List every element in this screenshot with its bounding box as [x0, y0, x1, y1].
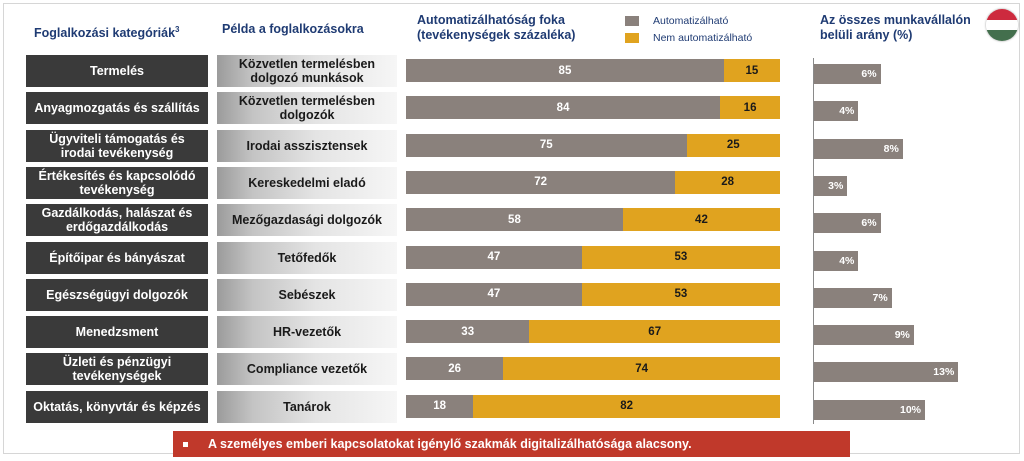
bar-segment-automatable: 58 [406, 208, 623, 232]
share-column-header: Az összes munkavállalón belüli arány (%) [820, 13, 971, 42]
chart-row: Építőipar és bányászat Tetőfedők 47 53 4% [0, 241, 1024, 274]
share-axis-line [813, 58, 814, 424]
legend-automatable: Automatizálható [625, 15, 728, 27]
bar-segment-automatable: 85 [406, 59, 724, 82]
bar-segment-not-automatable: 74 [503, 357, 780, 381]
category-label: Üzleti és pénzügyi tevékenységek [26, 353, 208, 386]
chart-row: Egészségügyi dolgozók Sebészek 47 53 7% [0, 278, 1024, 311]
category-label: Menedzsment [26, 316, 208, 349]
stacked-bar: 33 67 [406, 320, 780, 344]
share-bar: 6% [814, 213, 881, 234]
stacked-bar: 72 28 [406, 170, 780, 194]
bar-segment-not-automatable: 82 [473, 394, 780, 418]
bar-segment-automatable: 26 [406, 357, 504, 381]
stacked-bar: 47 53 [406, 245, 780, 269]
bar-segment-automatable: 72 [406, 170, 676, 194]
bar-segment-automatable: 47 [406, 245, 582, 269]
example-label: Compliance vezetők [217, 353, 397, 386]
share-bar: 13% [814, 362, 959, 383]
share-bar: 4% [814, 250, 859, 271]
share-bar: 7% [814, 287, 892, 308]
category-label: Gazdálkodás, halászat és erdőgazdálkodás [26, 204, 208, 237]
stacked-bar: 85 15 [406, 59, 780, 82]
example-label: Tetőfedők [217, 241, 397, 274]
chart-row: Értékesítés és kapcsolódó tevékenység Ker… [0, 166, 1024, 199]
category-label: Termelés [26, 55, 208, 87]
bar-segment-automatable: 84 [406, 96, 721, 120]
bar-segment-not-automatable: 53 [581, 245, 780, 269]
chart-row: Ügyviteli támogatás és irodai tevékenysé… [0, 129, 1024, 162]
bar-segment-not-automatable: 28 [675, 170, 780, 194]
chart-row: Menedzsment HR-vezetők 33 67 9% [0, 316, 1024, 349]
bar-segment-not-automatable: 25 [686, 133, 780, 157]
chart-row: Gazdálkodás, halászat és erdőgazdálkodás… [0, 204, 1024, 237]
hungary-flag-icon [986, 9, 1018, 41]
share-bar: 4% [814, 101, 859, 122]
automation-column-header: Automatizálhatóság foka (tevékenységek s… [417, 13, 576, 42]
bullet-icon [183, 441, 188, 447]
bar-segment-not-automatable: 53 [581, 282, 780, 306]
example-label: Közvetlen termelésben dolgozók [217, 92, 397, 125]
stacked-bar: 58 42 [406, 208, 780, 232]
category-label: Anyagmozgatás és szállítás [26, 92, 208, 125]
share-bar: 6% [814, 64, 881, 84]
chart-row: Üzleti és pénzügyi tevékenységek Complian… [0, 353, 1024, 386]
legend-not-automatable: Nem automatizálható [625, 32, 752, 44]
bar-segment-automatable: 75 [406, 133, 687, 157]
conclusion-banner: A személyes emberi kapcsolatokat igénylő… [173, 431, 850, 457]
bar-segment-automatable: 33 [406, 320, 530, 344]
example-label: HR-vezetők [217, 316, 397, 349]
stacked-bar: 84 16 [406, 96, 780, 120]
category-label: Értékesítés és kapcsolódó tevékenység [26, 166, 208, 199]
example-column-header: Példa a foglalkozásokra [222, 22, 364, 36]
legend-swatch-automatable [625, 16, 639, 26]
stacked-bar: 18 82 [406, 394, 780, 418]
example-label: Sebészek [217, 278, 397, 311]
share-bar: 3% [814, 175, 848, 196]
example-label: Irodai asszisztensek [217, 129, 397, 162]
category-label: Ügyviteli támogatás és irodai tevékenysé… [26, 129, 208, 162]
share-bar: 8% [814, 138, 903, 159]
category-label: Egészségügyi dolgozók [26, 278, 208, 311]
bar-segment-not-automatable: 15 [723, 59, 780, 82]
example-label: Közvetlen termelésben dolgozó munkások [217, 55, 397, 87]
share-bar: 10% [814, 399, 925, 420]
stacked-bar: 75 25 [406, 133, 780, 157]
stacked-bar: 47 53 [406, 282, 780, 306]
chart-row: Termelés Közvetlen termelésben dolgozó mu… [0, 55, 1024, 87]
example-label: Tanárok [217, 390, 397, 423]
example-label: Mezőgazdasági dolgozók [217, 204, 397, 237]
category-column-header: Foglalkozási kategóriák3 [34, 25, 180, 41]
bar-segment-automatable: 18 [406, 394, 474, 418]
chart-row: Oktatás, könyvtár és képzés Tanárok 18 82 10… [0, 390, 1024, 423]
bar-segment-automatable: 47 [406, 282, 582, 306]
bar-segment-not-automatable: 42 [622, 208, 780, 232]
legend-swatch-not-automatable [625, 33, 639, 43]
category-label: Oktatás, könyvtár és képzés [26, 390, 208, 423]
category-label: Építőipar és bányászat [26, 241, 208, 274]
share-bar: 9% [814, 325, 914, 346]
stacked-bar: 26 74 [406, 357, 780, 381]
example-label: Kereskedelmi eladó [217, 166, 397, 199]
bar-segment-not-automatable: 16 [720, 96, 780, 120]
bar-segment-not-automatable: 67 [529, 320, 780, 344]
chart-row: Anyagmozgatás és szállítás Közvetlen term… [0, 92, 1024, 125]
